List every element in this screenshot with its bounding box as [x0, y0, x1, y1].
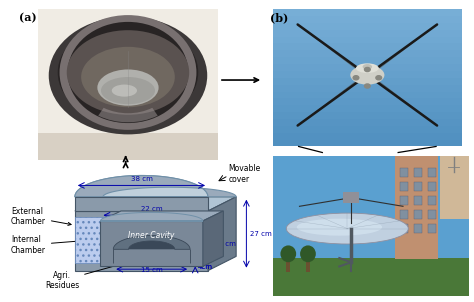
Bar: [401, 224, 408, 233]
Bar: [401, 210, 408, 219]
Bar: [428, 182, 436, 191]
Circle shape: [353, 76, 359, 80]
Polygon shape: [100, 221, 203, 266]
Text: Agri.
Residues: Agri. Residues: [45, 261, 130, 290]
Wedge shape: [98, 108, 158, 122]
Ellipse shape: [297, 219, 382, 236]
Bar: [440, 156, 469, 219]
Ellipse shape: [112, 85, 137, 97]
Bar: [414, 168, 422, 177]
Bar: [273, 9, 462, 16]
Ellipse shape: [67, 30, 189, 115]
Text: External
Chamber: External Chamber: [11, 207, 71, 226]
Polygon shape: [75, 197, 208, 211]
Bar: [401, 196, 408, 205]
Bar: [401, 168, 408, 177]
Ellipse shape: [81, 47, 175, 107]
Text: 38 cm: 38 cm: [130, 176, 152, 182]
Ellipse shape: [101, 77, 155, 104]
Ellipse shape: [363, 64, 372, 69]
Bar: [273, 98, 462, 105]
Bar: [273, 78, 462, 85]
Bar: [273, 140, 462, 146]
Ellipse shape: [49, 17, 207, 134]
Text: 15 cm: 15 cm: [141, 267, 163, 273]
Bar: [273, 57, 462, 64]
Ellipse shape: [356, 63, 379, 73]
Bar: [343, 192, 359, 203]
Bar: [273, 119, 462, 126]
Bar: [273, 258, 469, 296]
Text: Movable
cover: Movable cover: [228, 164, 261, 184]
Bar: [428, 210, 436, 219]
Polygon shape: [100, 211, 223, 221]
Circle shape: [365, 84, 370, 88]
Bar: [428, 224, 436, 233]
Bar: [273, 23, 462, 30]
Bar: [306, 258, 310, 272]
Text: (a): (a): [19, 12, 36, 23]
Bar: [273, 112, 462, 119]
Text: Inner Cavity: Inner Cavity: [128, 231, 175, 239]
Text: 4cm: 4cm: [198, 264, 213, 270]
Bar: [273, 133, 462, 140]
Circle shape: [365, 67, 370, 72]
Ellipse shape: [300, 246, 316, 262]
Bar: [273, 50, 462, 57]
Text: 22 cm: 22 cm: [141, 206, 163, 212]
Bar: [428, 168, 436, 177]
Bar: [428, 196, 436, 205]
Bar: [273, 37, 462, 43]
Bar: [273, 16, 462, 23]
Circle shape: [376, 76, 382, 80]
Polygon shape: [203, 211, 223, 266]
Polygon shape: [208, 197, 236, 271]
Text: Internal
Chamber: Internal Chamber: [11, 235, 97, 255]
Bar: [273, 126, 462, 133]
Polygon shape: [75, 175, 236, 197]
Bar: [38, 133, 218, 160]
Bar: [414, 196, 422, 205]
Bar: [414, 182, 422, 191]
Wedge shape: [60, 15, 196, 130]
Text: 27 cm: 27 cm: [250, 231, 272, 237]
Ellipse shape: [58, 21, 198, 124]
Bar: [273, 92, 462, 98]
Polygon shape: [75, 175, 208, 197]
Bar: [273, 71, 462, 78]
Bar: [414, 210, 422, 219]
Bar: [401, 182, 408, 191]
Bar: [273, 105, 462, 112]
Polygon shape: [75, 211, 208, 271]
Ellipse shape: [281, 246, 296, 262]
Text: 10 cm: 10 cm: [214, 241, 236, 247]
Bar: [273, 43, 462, 50]
Bar: [273, 64, 462, 71]
Bar: [394, 156, 438, 259]
Polygon shape: [75, 217, 164, 263]
Bar: [273, 30, 462, 37]
Polygon shape: [75, 197, 236, 211]
Text: 4cm: 4cm: [198, 264, 213, 270]
Polygon shape: [100, 212, 203, 221]
Ellipse shape: [286, 213, 408, 244]
Polygon shape: [113, 236, 190, 249]
Bar: [286, 258, 290, 272]
Bar: [273, 85, 462, 92]
Bar: [273, 156, 469, 261]
Text: (b): (b): [270, 12, 289, 23]
Ellipse shape: [350, 66, 384, 85]
Polygon shape: [128, 241, 175, 249]
Ellipse shape: [97, 69, 159, 106]
Bar: [414, 224, 422, 233]
